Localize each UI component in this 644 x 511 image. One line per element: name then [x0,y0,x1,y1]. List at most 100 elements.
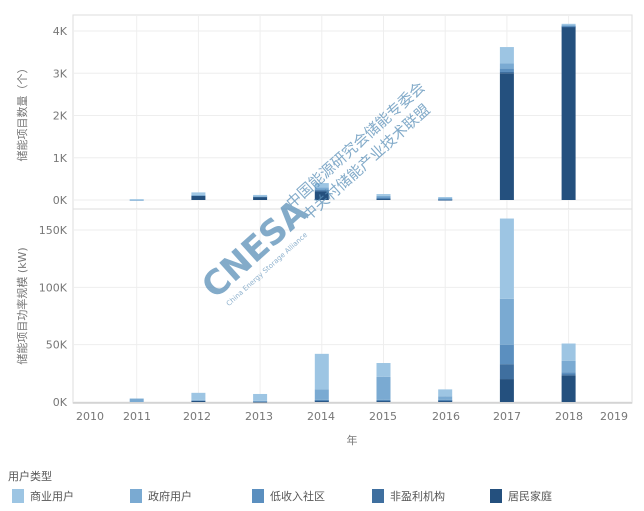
bar-segment [376,198,391,200]
bar-segment [376,399,391,401]
bar-segment [253,196,268,200]
x-tick-label: 2019 [600,410,628,423]
legend-item-low-income: 低收入社区 [252,488,325,504]
bar-segment [129,199,144,201]
bar-segment [314,191,329,200]
bar-segment [499,68,514,72]
legend-item-nonprofit: 非盈利机构 [372,488,445,504]
legend: 用户类型 商业用户 政府用户 低收入社区 非盈利机构 居民家庭 [8,468,644,503]
bar-segment [499,364,514,380]
bar-segment [376,197,391,199]
panel-frame [72,208,633,404]
bar-segment [499,63,514,69]
bar-segment [376,198,391,200]
bar-segment [499,73,514,200]
bar-segment [314,190,329,192]
bar-segment [438,396,453,400]
bar-segment [314,187,329,190]
bar-segment [499,71,514,74]
legend-swatch [372,489,384,503]
bar-segment [561,375,576,402]
x-tick-label: 2013 [245,410,273,423]
bar-segment [129,199,144,201]
bar-segment [191,400,206,402]
bar-segment [438,399,453,401]
bar-segment [253,401,268,403]
x-tick-label: 2015 [369,410,397,423]
bar-segment [314,189,329,191]
bar-segment [561,26,576,201]
bar-segment [376,400,391,402]
legend-swatch [490,489,502,503]
bar-segment [314,400,329,402]
bar-segment [561,372,576,375]
y-tick-label: 150K [39,224,68,237]
bar-segment [561,360,576,373]
y-axis-label: 储能项目功率规模 (kW) [15,247,29,364]
legend-swatch [252,489,264,503]
bar-segment [129,398,144,402]
x-axis-label: 年 [347,433,358,447]
bar-segment [561,23,576,26]
bar-segment [499,218,514,299]
x-tick-label: 2011 [123,410,151,423]
x-tick-label: 2016 [432,410,460,423]
bar-segment [253,400,268,402]
bar-segment [314,389,329,400]
bar-segment [191,192,206,195]
legend-item-government: 政府用户 [130,488,192,504]
bar-segment [499,298,514,345]
watermark: CNESA China Energy Storage Alliance 中国能源… [194,78,434,308]
y-tick-label: 2K [53,110,68,123]
bar-segment [499,379,514,402]
bar-segment [561,25,576,27]
bar-segment [438,197,453,199]
bar-segment [191,194,206,196]
y-tick-label: 4K [53,25,68,38]
y-tick-label: 1K [53,152,68,165]
bar-segment [438,198,453,200]
legend-swatch [12,489,24,503]
bar-segment [191,392,206,400]
watermark-line2: 中关村储能产业技术联盟 [299,101,434,225]
bar-segment [253,393,268,401]
bar-segment [376,363,391,377]
legend-swatch [130,489,142,503]
y-tick-label: 0K [53,194,68,207]
x-tick-label: 2017 [493,410,521,423]
legend-item-residential: 居民家庭 [490,488,552,504]
y-axis-label: 储能项目数量（个） [15,63,29,162]
y-tick-label: 50K [46,339,68,352]
bar-segment [314,353,329,390]
x-tick-label: 2014 [307,410,335,423]
bar-segment [438,400,453,402]
bar-segment [561,25,576,27]
bar-segment [561,374,576,376]
x-tick-label: 2018 [555,410,583,423]
legend-item-commercial: 商业用户 [12,488,74,504]
x-tick-label: 2010 [76,410,104,423]
bar-segment [376,376,391,400]
bar-segment [191,399,206,401]
y-tick-label: 3K [53,67,68,80]
bar-segment [191,195,206,200]
bar-segment [561,343,576,361]
bar-segment [314,399,329,401]
legend-title: 用户类型 [8,470,52,483]
bar-segment [314,183,329,188]
bar-segment [253,196,268,198]
x-tick-label: 2012 [183,410,211,423]
bar-segment [438,198,453,200]
bar-segment [438,389,453,397]
watermark-line1: 中国能源研究会储能专委会 [283,78,429,212]
bar-segment [253,194,268,197]
bar-segment [499,344,514,365]
bar-segment [314,400,329,402]
bar-segment [438,400,453,402]
bar-segment [499,47,514,64]
bar-segment [376,194,391,196]
y-tick-label: 100K [39,281,68,294]
bar-segment [376,400,391,402]
y-tick-label: 0K [53,396,68,409]
